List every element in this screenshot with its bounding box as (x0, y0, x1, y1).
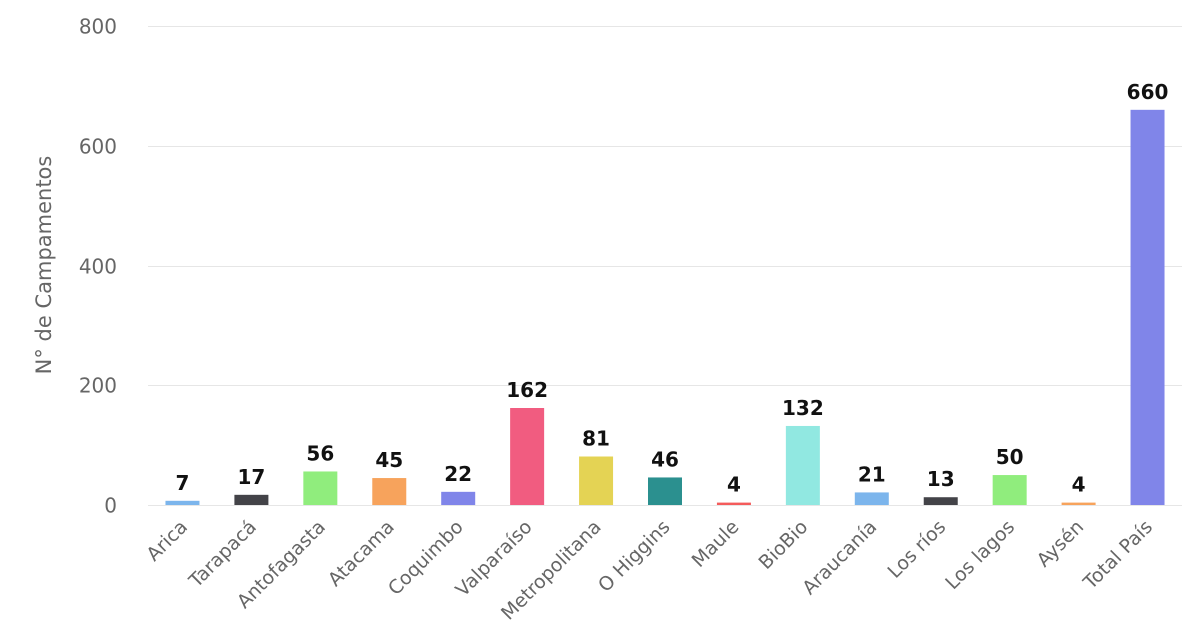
bar-atacama[interactable] (372, 478, 407, 505)
x-tick-label: Total País (1079, 516, 1157, 594)
x-tick-label: BioBio (754, 516, 812, 574)
bar-biobio[interactable] (785, 425, 820, 505)
x-tick-label: Los ríos (883, 516, 950, 583)
y-tick-label: 400 (79, 255, 117, 279)
bar-maule[interactable] (716, 502, 751, 505)
bar-araucanía[interactable] (854, 492, 889, 505)
data-label: 21 (858, 462, 886, 486)
data-label: 162 (506, 378, 548, 402)
data-label: 660 (1127, 80, 1169, 104)
y-tick-label: 200 (79, 374, 117, 398)
y-axis-ticks: 0 200 400 600 800 (79, 15, 117, 518)
data-label: 46 (651, 447, 679, 471)
x-tick-label: Maule (688, 516, 744, 572)
gridlines (148, 26, 1182, 506)
data-label: 13 (927, 467, 955, 491)
x-axis-ticks: AricaTarapacáAntofagastaAtacamaCoquimboV… (142, 516, 1157, 625)
data-label: 45 (375, 448, 403, 472)
data-label: 81 (582, 427, 610, 451)
y-axis-title: N° de Campamentos (32, 156, 56, 375)
x-tick-label: Los lagos (941, 516, 1019, 594)
data-label: 132 (782, 396, 824, 420)
x-tick-label: Aysén (1033, 516, 1089, 572)
bar-tarapacá[interactable] (234, 494, 269, 505)
y-tick-label: 600 (79, 135, 117, 159)
bars (165, 109, 1165, 505)
data-label: 56 (306, 441, 334, 465)
bar-coquimbo[interactable] (441, 491, 476, 505)
data-label: 4 (1072, 473, 1086, 497)
bar-aysén[interactable] (1061, 502, 1096, 505)
bar-los-lagos[interactable] (992, 475, 1027, 505)
bar-total-país[interactable] (1130, 109, 1165, 505)
data-label: 7 (176, 471, 190, 495)
bar-o-higgins[interactable] (648, 477, 682, 505)
x-tick-label: O Higgins (594, 516, 675, 597)
x-tick-label: Arica (142, 516, 192, 566)
data-label: 4 (727, 473, 741, 497)
data-labels: 7 17 56 45 22 162 81 46 4 132 21 13 50 4 660 (176, 80, 1169, 497)
bar-metropolitana[interactable] (579, 456, 614, 505)
data-label: 22 (444, 462, 472, 486)
bar-los-ríos[interactable] (923, 497, 958, 505)
data-label: 17 (237, 465, 265, 489)
bar-arica[interactable] (165, 500, 200, 505)
data-label: 50 (996, 445, 1024, 469)
bar-valparaíso[interactable] (510, 408, 545, 505)
bar-antofagasta[interactable] (303, 471, 338, 505)
y-tick-label: 0 (104, 494, 117, 518)
x-tick-label: Araucanía (798, 516, 881, 599)
y-tick-label: 800 (79, 15, 117, 39)
